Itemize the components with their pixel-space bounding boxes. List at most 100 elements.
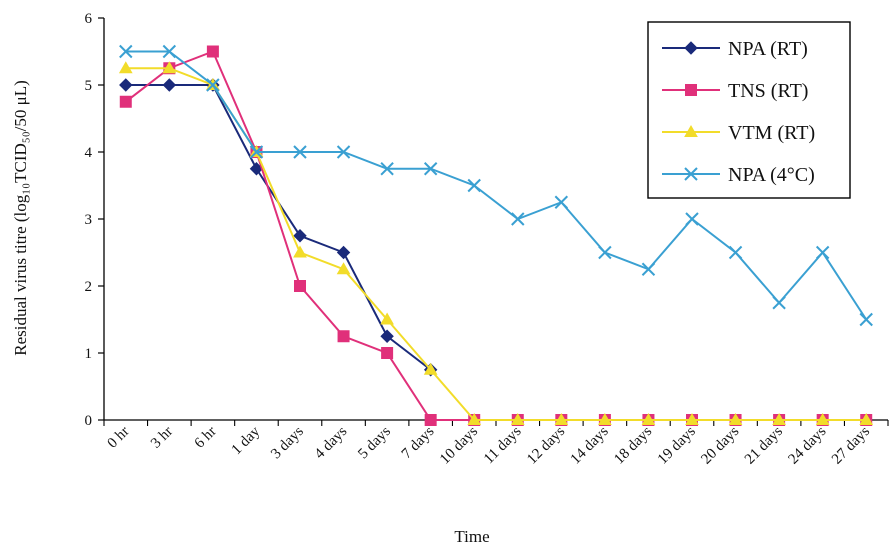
data-point-marker [119, 95, 132, 108]
data-point-marker [772, 296, 786, 310]
legend-label: TNS (RT) [728, 80, 808, 102]
y-axis-title: Residual virus titre (log₁₀TCID₅₀/50 μL) [11, 80, 30, 356]
marker-stroke [685, 212, 699, 226]
data-point-marker [815, 245, 830, 260]
marker-stroke [641, 262, 656, 276]
x-tick-label: 1 day [229, 423, 264, 458]
data-point-marker [467, 178, 481, 193]
x-tick-label: 20 days [698, 423, 742, 467]
data-point-marker [423, 362, 438, 375]
x-tick-label: 11 days [481, 423, 525, 467]
series-0 [119, 78, 438, 377]
data-point-marker [336, 145, 351, 159]
marker-stroke [380, 162, 394, 176]
marker-stroke [728, 245, 743, 260]
data-point-marker [641, 412, 656, 425]
legend-box [647, 21, 851, 199]
data-point-marker [598, 412, 612, 425]
data-point-marker [859, 412, 874, 425]
y-tick-label: 0 [85, 413, 93, 429]
legend-item: VTM (RT) [662, 122, 815, 144]
data-point-marker [380, 162, 394, 176]
marker-stroke [293, 145, 307, 159]
x-tick-label: 3 days [268, 423, 307, 462]
marker-stroke [684, 167, 698, 181]
data-point-marker [162, 61, 177, 74]
data-point-marker [511, 212, 525, 226]
data-point-marker [293, 229, 307, 243]
legend: NPA (RT) TNS (RT) VTM (RT) NPA (4°C) [647, 21, 851, 199]
data-point-marker [424, 414, 437, 426]
data-point-marker [206, 78, 220, 92]
x-tick-label: 19 days [655, 423, 699, 467]
data-point-marker [684, 167, 698, 181]
data-point-marker [118, 61, 133, 74]
legend-label: NPA (4°C) [728, 164, 815, 186]
data-point-marker [598, 245, 612, 260]
data-point-marker [859, 312, 873, 327]
series-layer [118, 44, 874, 426]
marker-stroke [859, 312, 873, 327]
data-point-marker [381, 347, 394, 359]
x-tick-label: 6 hr [192, 424, 220, 452]
x-tick-label: 12 days [524, 423, 568, 467]
legend-label: VTM (RT) [728, 122, 815, 144]
x-tick-label: 0 hr [104, 424, 132, 452]
x-tick-label: 21 days [742, 423, 786, 467]
data-point-marker [249, 145, 264, 159]
legend-item: NPA (RT) [662, 38, 808, 60]
marker-stroke [162, 44, 177, 59]
marker-stroke [511, 212, 525, 226]
data-point-marker [728, 412, 743, 425]
marker-stroke [249, 145, 264, 159]
marker-stroke [772, 296, 786, 310]
legend-label: NPA (RT) [728, 38, 808, 60]
y-tick-label: 2 [85, 279, 93, 295]
x-tick-label: 14 days [568, 423, 612, 467]
legend-item: TNS (RT) [662, 80, 808, 102]
marker-stroke [119, 44, 133, 59]
marker-stroke [423, 162, 438, 176]
x-tick-label: 18 days [611, 423, 655, 467]
data-point-marker [510, 412, 525, 425]
data-point-marker [337, 330, 350, 343]
y-tick-label: 3 [85, 212, 93, 228]
x-tick-label: 5 days [355, 423, 394, 462]
data-point-marker [641, 262, 656, 276]
legend-item: NPA (4°C) [662, 164, 815, 186]
x-axis-title: Time [454, 527, 489, 546]
marker-stroke [336, 145, 351, 159]
data-point-marker [336, 245, 351, 260]
series-line [125, 50, 868, 321]
y-tick-label: 4 [85, 145, 93, 161]
series-3 [119, 44, 873, 327]
data-point-marker [815, 412, 830, 425]
data-point-marker [467, 412, 482, 425]
marker-stroke [815, 245, 830, 260]
x-tick-label: 10 days [437, 423, 481, 467]
x-tick-label: 3 hr [148, 424, 176, 452]
x-tick-label: 24 days [785, 423, 829, 467]
data-point-marker [554, 412, 569, 425]
x-tick-label: 27 days [829, 423, 873, 467]
data-point-marker [380, 329, 394, 343]
x-tick-label: 7 days [399, 423, 438, 462]
marker-stroke [554, 195, 569, 209]
data-point-marker [554, 195, 569, 209]
y-tick-label: 5 [85, 78, 93, 94]
x-tick-label: 4 days [312, 423, 351, 462]
data-point-marker [336, 262, 351, 275]
marker-stroke [598, 245, 612, 260]
data-point-marker [162, 78, 177, 92]
data-point-marker [294, 280, 306, 292]
data-point-marker [293, 245, 307, 258]
data-point-marker [772, 412, 786, 425]
data-point-marker [380, 312, 394, 325]
data-point-marker [685, 412, 699, 425]
data-point-marker [119, 78, 133, 92]
data-point-marker [423, 162, 438, 176]
data-point-marker [293, 145, 307, 159]
marker-stroke [467, 178, 481, 193]
